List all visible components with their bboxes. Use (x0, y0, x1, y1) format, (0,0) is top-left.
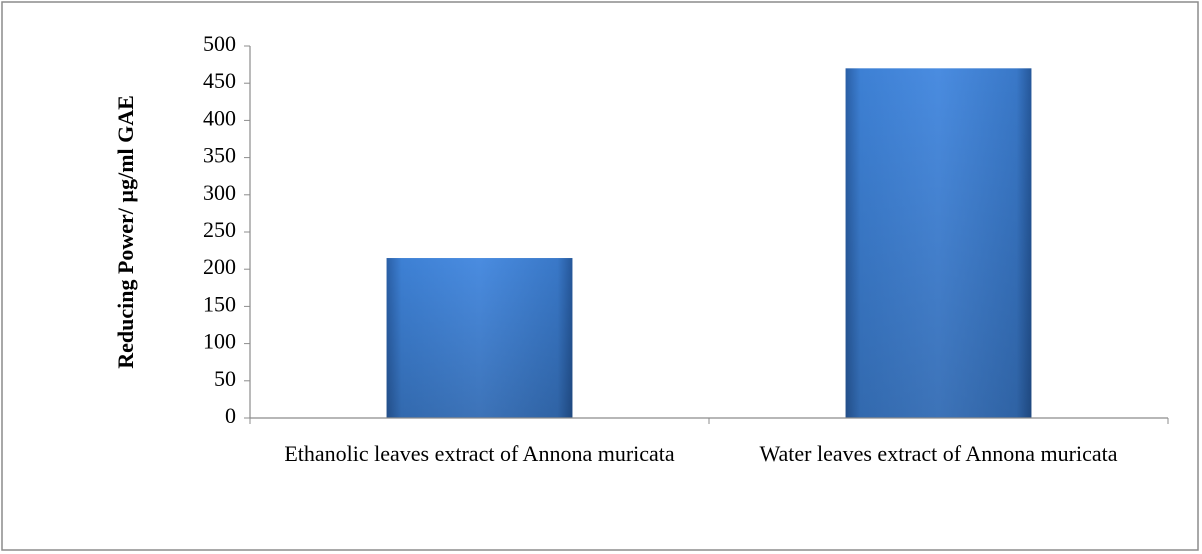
bar-shade (386, 258, 573, 418)
y-tick-label: 450 (203, 68, 236, 93)
y-tick-label: 50 (214, 366, 236, 391)
y-tick-label: 200 (203, 254, 236, 279)
y-tick-label: 300 (203, 180, 236, 205)
y-tick-label: 150 (203, 291, 236, 316)
y-tick-label: 500 (203, 31, 236, 56)
y-tick-label: 0 (225, 403, 236, 428)
y-tick-label: 100 (203, 329, 236, 354)
y-axis-label: Reducing Power/ µg/ml GAE (113, 95, 138, 369)
y-tick-label: 400 (203, 105, 236, 130)
bar-shade (845, 68, 1032, 418)
y-tick-label: 350 (203, 143, 236, 168)
x-tick-label: Ethanolic leaves extract of Annona muric… (284, 441, 675, 466)
y-tick-label: 250 (203, 217, 236, 242)
x-tick-label: Water leaves extract of Annona muricata (759, 441, 1118, 466)
